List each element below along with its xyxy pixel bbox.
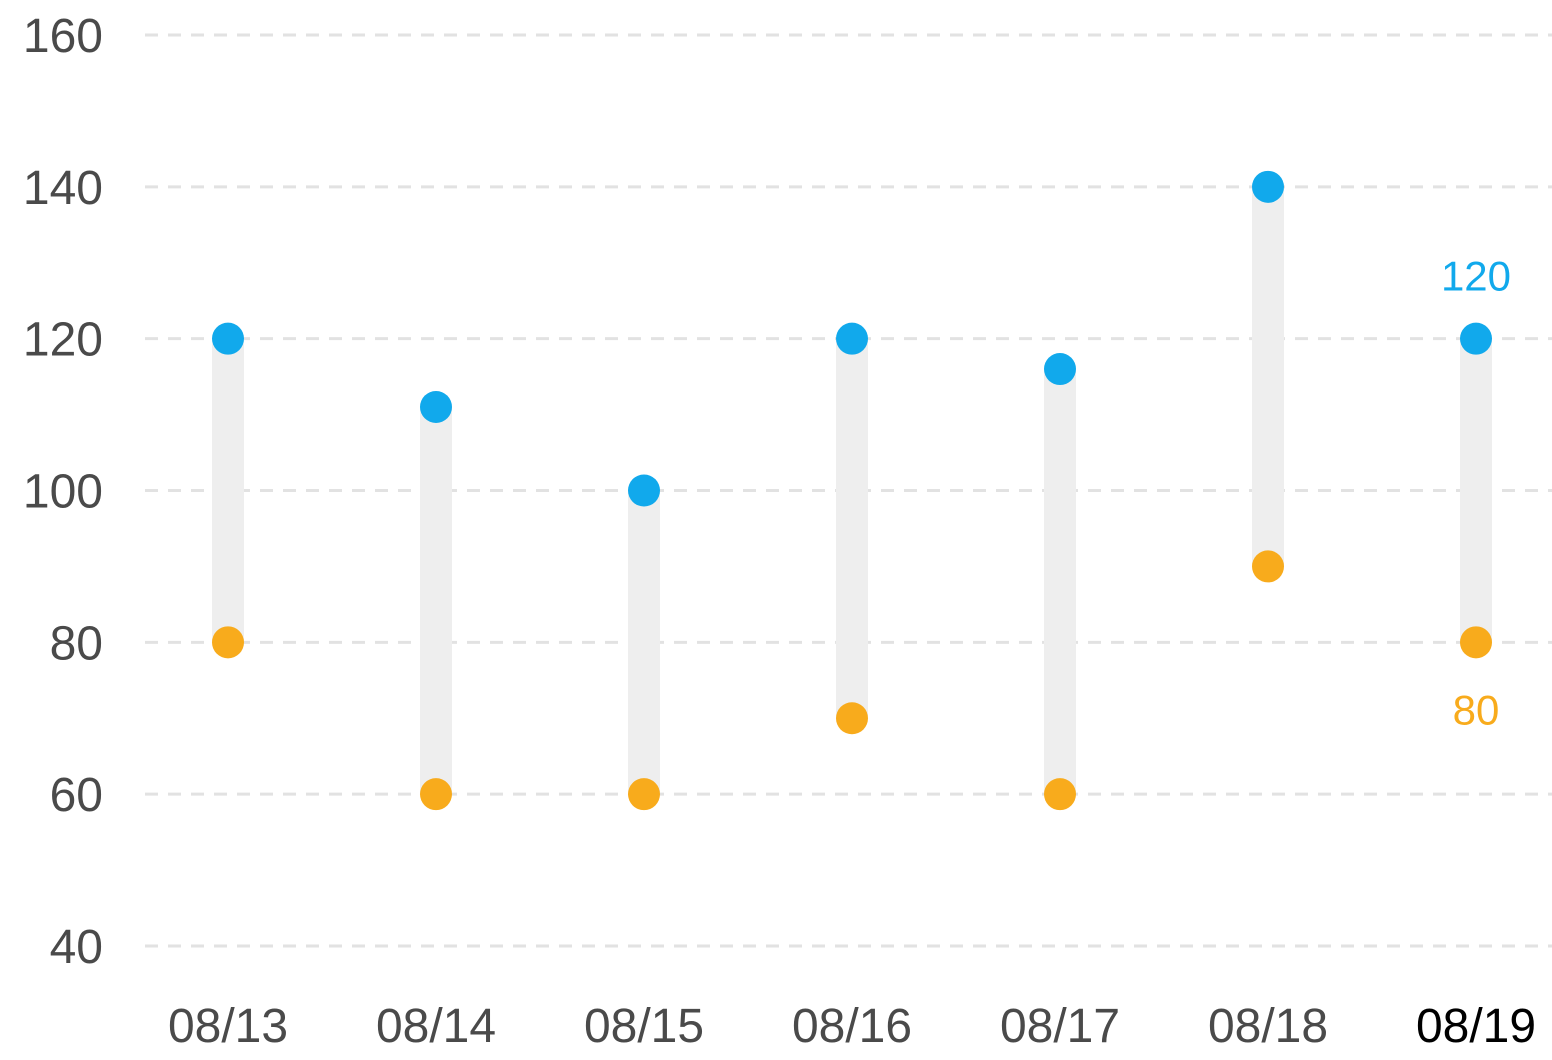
- low-value-label: 80: [1453, 686, 1500, 733]
- value-labels: 120 80: [1441, 253, 1511, 734]
- high-point-08/18[interactable]: [1252, 170, 1284, 203]
- y-tick-label: 160: [23, 10, 103, 63]
- high-point-08/13[interactable]: [212, 322, 244, 355]
- y-tick-label: 80: [50, 617, 103, 670]
- y-tick-label: 100: [23, 466, 103, 519]
- x-tick-label[interactable]: 08/16: [792, 1000, 912, 1053]
- high-point-08/14[interactable]: [420, 390, 452, 423]
- low-point-08/14[interactable]: [420, 778, 452, 811]
- range-bars: [212, 186, 1492, 795]
- range-bar-08/19: [1460, 338, 1492, 643]
- range-bar-08/14: [420, 406, 452, 795]
- low-point-08/18[interactable]: [1252, 550, 1284, 583]
- range-bar-08/15: [628, 490, 660, 795]
- low-point-08/15[interactable]: [628, 778, 660, 811]
- range-bar-08/16: [836, 338, 868, 719]
- x-tick-label[interactable]: 08/14: [376, 1000, 496, 1053]
- high-point-08/17[interactable]: [1044, 353, 1076, 386]
- range-bar-08/13: [212, 338, 244, 643]
- data-points: [212, 170, 1492, 811]
- grid-layer: [145, 33, 1552, 948]
- x-tick-label[interactable]: 08/19: [1416, 1000, 1536, 1053]
- y-tick-label: 120: [23, 314, 103, 367]
- y-axis: 40 60 80 100 120 140 160: [23, 10, 103, 974]
- y-tick-label: 140: [23, 162, 103, 215]
- low-point-08/13[interactable]: [212, 626, 244, 659]
- x-tick-label[interactable]: 08/13: [168, 1000, 288, 1053]
- range-bar-08/17: [1044, 369, 1076, 795]
- low-point-08/16[interactable]: [836, 702, 868, 735]
- x-tick-label[interactable]: 08/15: [584, 1000, 704, 1053]
- range-bar-08/18: [1252, 186, 1284, 567]
- high-point-08/15[interactable]: [628, 474, 660, 507]
- high-point-08/16[interactable]: [836, 322, 868, 355]
- low-point-08/17[interactable]: [1044, 778, 1076, 811]
- y-tick-label: 60: [50, 769, 103, 822]
- high-point-08/19[interactable]: [1460, 322, 1492, 355]
- x-tick-label[interactable]: 08/18: [1208, 1000, 1328, 1053]
- x-tick-label[interactable]: 08/17: [1000, 1000, 1120, 1053]
- y-tick-label: 40: [50, 921, 103, 974]
- high-value-label: 120: [1441, 253, 1511, 300]
- low-point-08/19[interactable]: [1460, 626, 1492, 659]
- x-axis: 08/13 08/14 08/15 08/16 08/17 08/18 08/19: [168, 1000, 1536, 1053]
